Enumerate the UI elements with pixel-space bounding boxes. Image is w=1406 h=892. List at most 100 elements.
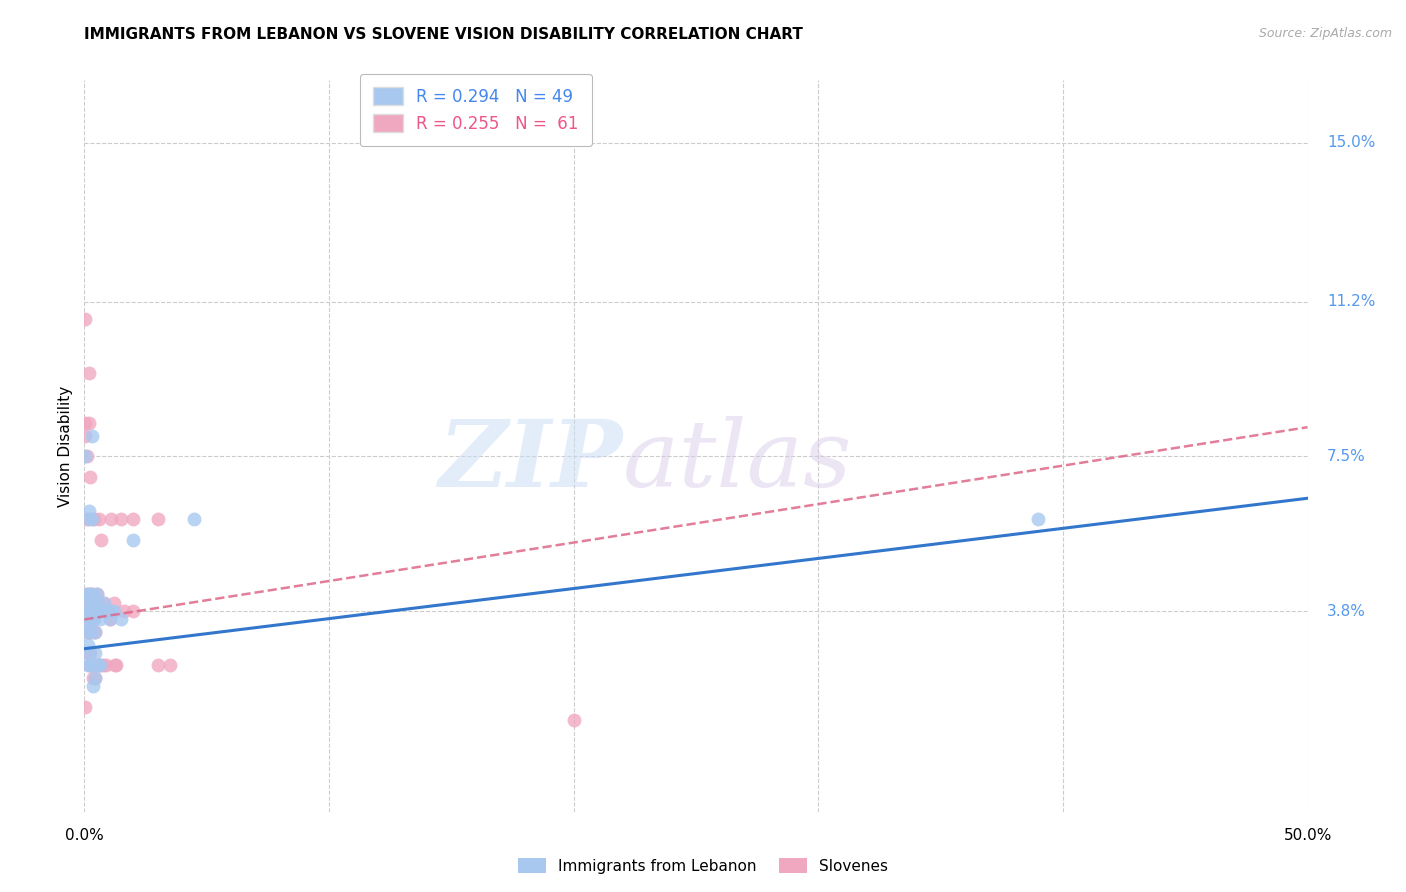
Point	[84, 658, 107, 673]
Point	[76, 587, 98, 601]
Point	[77, 646, 100, 660]
Point	[91, 658, 114, 673]
Point	[146, 658, 169, 673]
Point	[79, 587, 101, 601]
Point	[89, 612, 111, 626]
Text: ZIP: ZIP	[439, 416, 623, 506]
Point	[84, 671, 107, 685]
Point	[77, 612, 100, 626]
Text: 7.5%: 7.5%	[1327, 449, 1365, 464]
Point	[79, 625, 101, 640]
Point	[86, 596, 108, 610]
Point	[77, 604, 100, 618]
Point	[112, 604, 135, 618]
Point	[76, 596, 98, 610]
Point	[76, 587, 98, 601]
Point	[89, 658, 111, 673]
Point	[98, 612, 121, 626]
Point	[80, 596, 103, 610]
Point	[104, 658, 127, 673]
Point	[79, 470, 101, 484]
Point	[83, 604, 105, 618]
Point	[93, 596, 115, 610]
Point	[97, 604, 120, 618]
Point	[83, 512, 105, 526]
Point	[83, 596, 105, 610]
Point	[77, 625, 100, 640]
Point	[100, 512, 122, 526]
Point	[84, 671, 107, 685]
Point	[77, 504, 100, 518]
Point	[77, 366, 100, 380]
Point	[80, 604, 103, 618]
Point	[76, 604, 98, 618]
Point	[89, 658, 111, 673]
Point	[98, 612, 121, 626]
Point	[110, 512, 132, 526]
Text: 15.0%: 15.0%	[1327, 136, 1375, 151]
Point	[75, 604, 97, 618]
Y-axis label: Vision Disability: Vision Disability	[58, 385, 73, 507]
Text: atlas: atlas	[623, 416, 852, 506]
Legend: Immigrants from Lebanon, Slovenes: Immigrants from Lebanon, Slovenes	[512, 852, 894, 880]
Point	[77, 638, 100, 652]
Point	[122, 533, 145, 547]
Point	[77, 512, 100, 526]
Point	[79, 625, 101, 640]
Point	[105, 658, 128, 673]
Point	[82, 658, 104, 673]
Point	[77, 658, 100, 673]
Point	[82, 671, 104, 685]
Text: IMMIGRANTS FROM LEBANON VS SLOVENE VISION DISABILITY CORRELATION CHART: IMMIGRANTS FROM LEBANON VS SLOVENE VISIO…	[84, 27, 803, 42]
Point	[94, 604, 117, 618]
Point	[1028, 512, 1050, 526]
Point	[80, 512, 103, 526]
Point	[79, 646, 101, 660]
Point	[84, 625, 107, 640]
Point	[79, 658, 101, 673]
Point	[89, 604, 111, 618]
Point	[83, 604, 105, 618]
Point	[87, 512, 110, 526]
Point	[73, 416, 96, 430]
Point	[146, 512, 169, 526]
Point	[90, 533, 112, 547]
Point	[183, 512, 205, 526]
Point	[103, 604, 125, 618]
Text: 50.0%: 50.0%	[1284, 829, 1331, 844]
Point	[103, 596, 125, 610]
Point	[86, 587, 108, 601]
Point	[122, 604, 145, 618]
Point	[122, 512, 145, 526]
Point	[77, 587, 100, 601]
Point	[80, 587, 103, 601]
Point	[83, 596, 105, 610]
Point	[97, 604, 120, 618]
Point	[82, 658, 104, 673]
Point	[80, 587, 103, 601]
Point	[73, 311, 96, 326]
Point	[79, 596, 101, 610]
Point	[87, 658, 110, 673]
Point	[79, 612, 101, 626]
Point	[159, 658, 181, 673]
Point	[77, 658, 100, 673]
Point	[77, 604, 100, 618]
Point	[80, 596, 103, 610]
Point	[77, 596, 100, 610]
Point	[87, 658, 110, 673]
Point	[96, 604, 118, 618]
Point	[96, 658, 118, 673]
Point	[76, 450, 98, 464]
Point	[77, 416, 100, 430]
Point	[87, 604, 110, 618]
Point	[76, 625, 98, 640]
Point	[82, 625, 104, 640]
Text: 11.2%: 11.2%	[1327, 294, 1375, 310]
Point	[87, 604, 110, 618]
Point	[84, 625, 107, 640]
Point	[86, 596, 108, 610]
Text: 3.8%: 3.8%	[1327, 604, 1367, 618]
Point	[77, 646, 100, 660]
Point	[76, 616, 98, 631]
